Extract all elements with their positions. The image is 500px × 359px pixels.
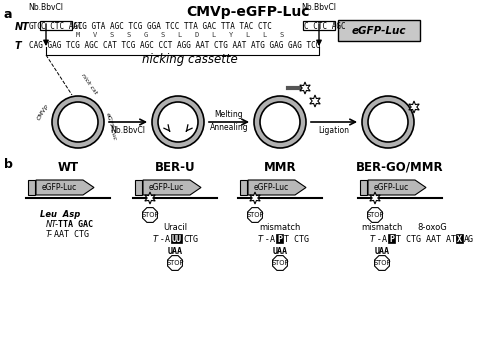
Polygon shape — [272, 256, 287, 270]
Polygon shape — [145, 192, 155, 204]
Wedge shape — [152, 96, 204, 148]
Text: eGFP-Luc: eGFP-Luc — [254, 183, 289, 192]
Text: T -: T - — [370, 235, 381, 244]
Text: mismatch: mismatch — [260, 223, 300, 232]
Text: Ligation: Ligation — [318, 126, 350, 135]
Bar — [171, 234, 182, 243]
Polygon shape — [409, 101, 419, 113]
Wedge shape — [362, 96, 414, 148]
Bar — [338, 20, 420, 41]
Text: BER-U: BER-U — [154, 161, 196, 174]
Polygon shape — [370, 192, 380, 204]
Text: WT: WT — [58, 161, 78, 174]
Bar — [456, 234, 463, 243]
Text: b: b — [4, 158, 13, 171]
Text: STOP: STOP — [366, 212, 384, 218]
Text: T-: T- — [46, 230, 53, 239]
Polygon shape — [142, 208, 158, 222]
Text: AG: AG — [464, 235, 474, 244]
Polygon shape — [310, 95, 320, 107]
Bar — [28, 180, 35, 195]
Polygon shape — [368, 180, 426, 195]
Text: nicking cassette: nicking cassette — [142, 53, 238, 66]
Text: A: A — [165, 235, 170, 244]
Text: STOP: STOP — [271, 260, 289, 266]
Polygon shape — [248, 208, 262, 222]
Text: STOP: STOP — [166, 260, 184, 266]
Text: Nb.BbvCI: Nb.BbvCI — [28, 3, 64, 12]
Text: Nb.BbvCI: Nb.BbvCI — [110, 126, 146, 135]
Text: BER-GO/MMR: BER-GO/MMR — [356, 161, 444, 174]
Text: NT: NT — [15, 22, 30, 32]
Text: X: X — [457, 235, 462, 244]
Text: UAA: UAA — [272, 247, 287, 256]
Text: Leu  Asp: Leu Asp — [40, 210, 80, 219]
Text: UAA: UAA — [168, 247, 182, 256]
Text: TTA GAC: TTA GAC — [58, 220, 93, 229]
Polygon shape — [248, 180, 306, 195]
Bar — [388, 234, 395, 243]
Text: CMVp: CMVp — [36, 103, 50, 121]
Text: Melting: Melting — [214, 110, 244, 119]
Polygon shape — [250, 192, 260, 204]
Text: A: A — [382, 235, 387, 244]
Text: eGFP-Luc: eGFP-Luc — [149, 183, 184, 192]
Text: eGFP-Luc: eGFP-Luc — [42, 183, 77, 192]
Text: STOP: STOP — [373, 260, 391, 266]
Wedge shape — [52, 96, 104, 148]
Text: mismatch: mismatch — [362, 223, 403, 232]
Text: T CTG AAT ATG: T CTG AAT ATG — [396, 235, 461, 244]
Text: CAG GAG TCG AGC CAT TCG AGC CCT AGG AAT CTG AAT ATG GAG GAG TCG: CAG GAG TCG AGC CAT TCG AGC CCT AGG AAT … — [29, 41, 320, 50]
Bar — [240, 180, 247, 195]
Text: GTC: GTC — [29, 22, 43, 31]
Text: ATG GTA AGC TCG GGA TCC TTA GAC TTA TAC CTC: ATG GTA AGC TCG GGA TCC TTA GAC TTA TAC … — [73, 22, 272, 31]
Text: AAT CTG: AAT CTG — [54, 230, 89, 239]
Polygon shape — [143, 180, 201, 195]
Polygon shape — [168, 256, 182, 270]
Text: Nb.BbvCI: Nb.BbvCI — [302, 3, 336, 12]
Text: CTG: CTG — [183, 235, 198, 244]
Text: MMR: MMR — [264, 161, 296, 174]
Text: a: a — [4, 8, 12, 21]
Text: T CTG: T CTG — [284, 235, 309, 244]
Text: STOP: STOP — [246, 212, 264, 218]
Polygon shape — [300, 82, 310, 94]
Bar — [276, 234, 283, 243]
Text: T -: T - — [258, 235, 269, 244]
Text: Annealing: Annealing — [210, 123, 248, 132]
Bar — [135, 180, 142, 195]
Text: 8-oxoG: 8-oxoG — [417, 223, 447, 232]
Text: Uracil: Uracil — [163, 223, 187, 232]
Wedge shape — [254, 96, 306, 148]
Bar — [360, 180, 367, 195]
Text: eGFP-Luc: eGFP-Luc — [374, 183, 409, 192]
Text: STOP: STOP — [142, 212, 159, 218]
Text: C CTC AGC: C CTC AGC — [41, 22, 82, 31]
Text: P: P — [277, 235, 282, 244]
Text: UAA: UAA — [374, 247, 390, 256]
Text: NT-: NT- — [46, 220, 59, 229]
Bar — [40, 21, 72, 30]
Text: P: P — [389, 235, 394, 244]
Polygon shape — [368, 208, 382, 222]
Text: A: A — [270, 235, 275, 244]
Text: nick cst: nick cst — [80, 73, 98, 95]
Text: C CTC AGC: C CTC AGC — [304, 22, 346, 31]
Polygon shape — [36, 180, 94, 195]
Text: CMVp-eGFP-Luc: CMVp-eGFP-Luc — [186, 5, 310, 19]
Text: T -: T - — [153, 235, 164, 244]
Text: M   V   S   S   G   S   L   D   L   Y   L   L   S: M V S S G S L D L Y L L S — [76, 32, 284, 38]
Text: UU: UU — [172, 235, 182, 244]
Text: eGFP-Luc: eGFP-Luc — [105, 112, 118, 141]
Text: eGFP-Luc: eGFP-Luc — [352, 25, 406, 36]
Polygon shape — [374, 256, 390, 270]
Bar — [303, 21, 335, 30]
Text: T: T — [15, 41, 22, 51]
